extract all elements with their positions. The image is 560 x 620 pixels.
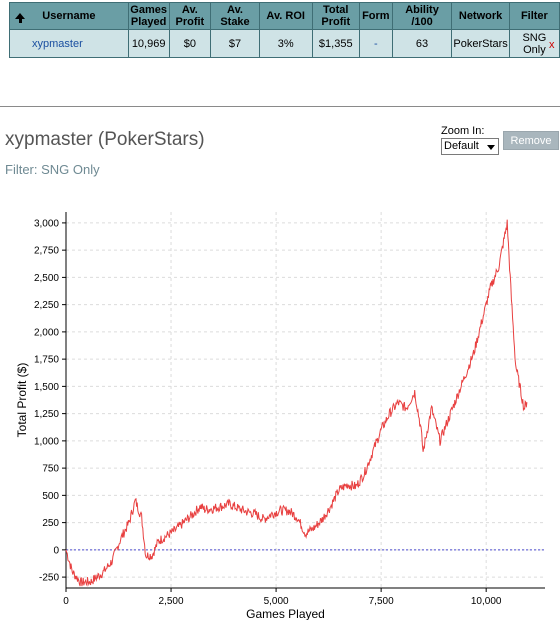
- y-tick-label: 750: [42, 464, 59, 475]
- form-value[interactable]: -: [373, 37, 378, 50]
- zoom-select-value: Default: [444, 140, 479, 152]
- y-tick-label: 2,500: [34, 273, 59, 284]
- y-tick-label: 1,250: [34, 409, 59, 420]
- cell-filter: SNG Only: [508, 29, 560, 58]
- chart-series: [65, 219, 528, 587]
- y-tick-label: 250: [42, 518, 59, 529]
- y-tick-label: 2,750: [34, 246, 59, 257]
- column-header-games-played[interactable]: Games Played: [127, 2, 170, 30]
- y-tick-label: 1,500: [34, 382, 59, 393]
- cell-av-profit: $0: [168, 29, 212, 58]
- remove-button[interactable]: Remove: [503, 131, 559, 150]
- section-divider: [0, 106, 560, 107]
- cell-total-profit: $1,355: [311, 29, 360, 58]
- cell-form: -: [358, 29, 393, 58]
- x-tick-label: 2,500: [159, 596, 184, 607]
- cell-ability: 63: [391, 29, 453, 58]
- cell-games-played: 10,969: [127, 29, 170, 58]
- zoom-label: Zoom In:: [441, 125, 485, 137]
- profit-series-line: [65, 219, 528, 587]
- chart-axes: -250 0 250 500 750 1,000 1,250 1,500 1,750 2,000 2…: [34, 212, 545, 607]
- column-header-av-profit[interactable]: Av. Profit: [168, 2, 212, 30]
- y-tick-label: 2,250: [34, 300, 59, 311]
- column-header-username-label: Username: [42, 10, 96, 22]
- y-tick-label: 3,000: [34, 218, 59, 229]
- x-tick-label: 0: [63, 596, 69, 607]
- table-header-row: Username Games Played Av. Profit Av. Sta…: [9, 2, 560, 30]
- chart-grid: [65, 212, 545, 588]
- y-tick-label: 2,000: [34, 327, 59, 338]
- column-header-av-stake[interactable]: Av. Stake: [210, 2, 260, 30]
- cell-network: PokerStars: [451, 29, 510, 58]
- column-header-total-profit[interactable]: Total Profit: [311, 2, 360, 30]
- column-header-network[interactable]: Network: [451, 2, 510, 30]
- x-tick-label: 7,500: [369, 596, 394, 607]
- x-tick-label: 5,000: [264, 596, 289, 607]
- chevron-down-icon: [487, 145, 495, 150]
- username-link[interactable]: xypmaster: [32, 37, 83, 50]
- cell-username: xypmaster: [9, 29, 129, 58]
- column-header-form[interactable]: Form: [358, 2, 393, 30]
- chart-title: xypmaster (PokerStars): [5, 129, 205, 150]
- y-tick-label: 1,750: [34, 355, 59, 366]
- y-axis-title: Total Profit ($): [15, 363, 29, 438]
- table-row: xypmaster 10,969 $0 $7 3% $1,355 - 63 Po…: [9, 29, 560, 58]
- y-tick-label: -250: [39, 573, 59, 584]
- profit-line-chart: -250 0 250 500 750 1,000 1,250 1,500 1,750 2,000 2…: [15, 212, 545, 620]
- arrow-up-icon[interactable]: [15, 13, 25, 23]
- chart-filter-label: Filter: SNG Only: [5, 162, 100, 177]
- y-tick-label: 0: [53, 545, 59, 556]
- zoom-select[interactable]: Default: [441, 138, 499, 155]
- remove-row-button[interactable]: x: [549, 39, 555, 51]
- cell-av-roi: 3%: [258, 29, 313, 58]
- x-tick-label: 10,000: [471, 596, 502, 607]
- x-axis-title: Games Played: [246, 607, 325, 620]
- player-stats-table: Username Games Played Av. Profit Av. Sta…: [9, 2, 560, 58]
- column-header-filter[interactable]: Filter: [508, 2, 560, 30]
- cell-av-stake: $7: [210, 29, 260, 58]
- column-header-ability[interactable]: Ability /100: [391, 2, 453, 30]
- column-header-username[interactable]: Username: [9, 2, 129, 30]
- y-tick-label: 500: [42, 491, 59, 502]
- column-header-av-roi[interactable]: Av. ROI: [258, 2, 313, 30]
- y-tick-label: 1,000: [34, 436, 59, 447]
